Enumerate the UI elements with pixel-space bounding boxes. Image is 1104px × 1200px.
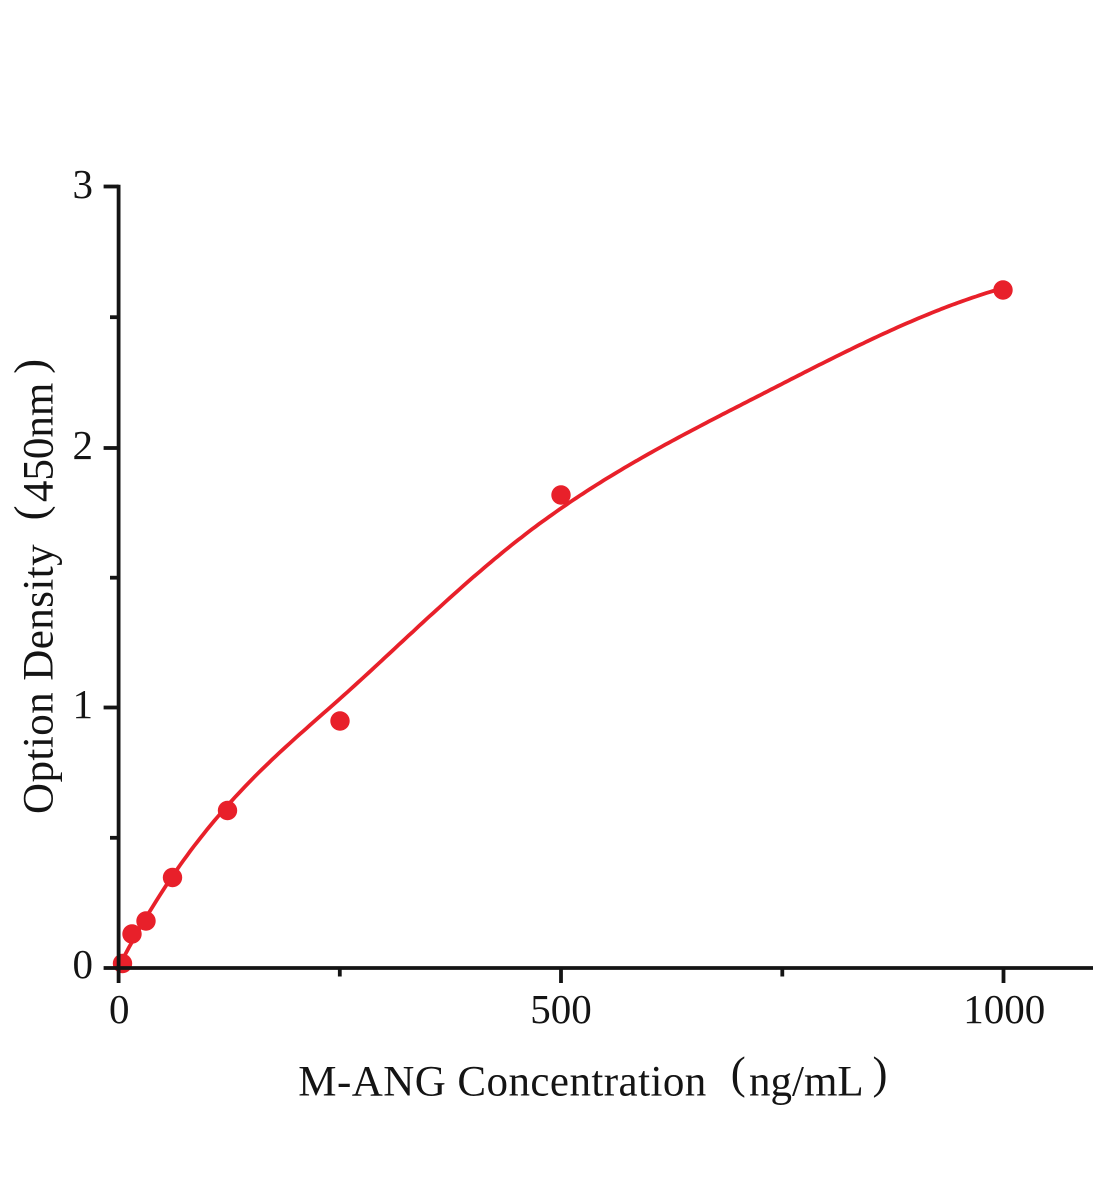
svg-text:0: 0: [73, 941, 94, 987]
svg-text:1: 1: [73, 681, 94, 727]
svg-text:Option Density: Option Density: [16, 544, 63, 814]
svg-text:1000: 1000: [963, 986, 1045, 1032]
svg-text:ng/mL: ng/mL: [749, 1058, 864, 1105]
svg-text:): ): [873, 1048, 888, 1098]
svg-text:): ): [5, 359, 55, 374]
svg-text:2: 2: [73, 422, 94, 468]
svg-text:M-ANG Concentration: M-ANG Concentration: [298, 1058, 706, 1105]
svg-text:0: 0: [109, 986, 130, 1032]
svg-text:(: (: [731, 1048, 746, 1098]
svg-text:(: (: [5, 505, 55, 520]
svg-text:3: 3: [73, 161, 94, 207]
svg-text:500: 500: [530, 986, 592, 1032]
svg-text:450nm: 450nm: [16, 383, 63, 502]
